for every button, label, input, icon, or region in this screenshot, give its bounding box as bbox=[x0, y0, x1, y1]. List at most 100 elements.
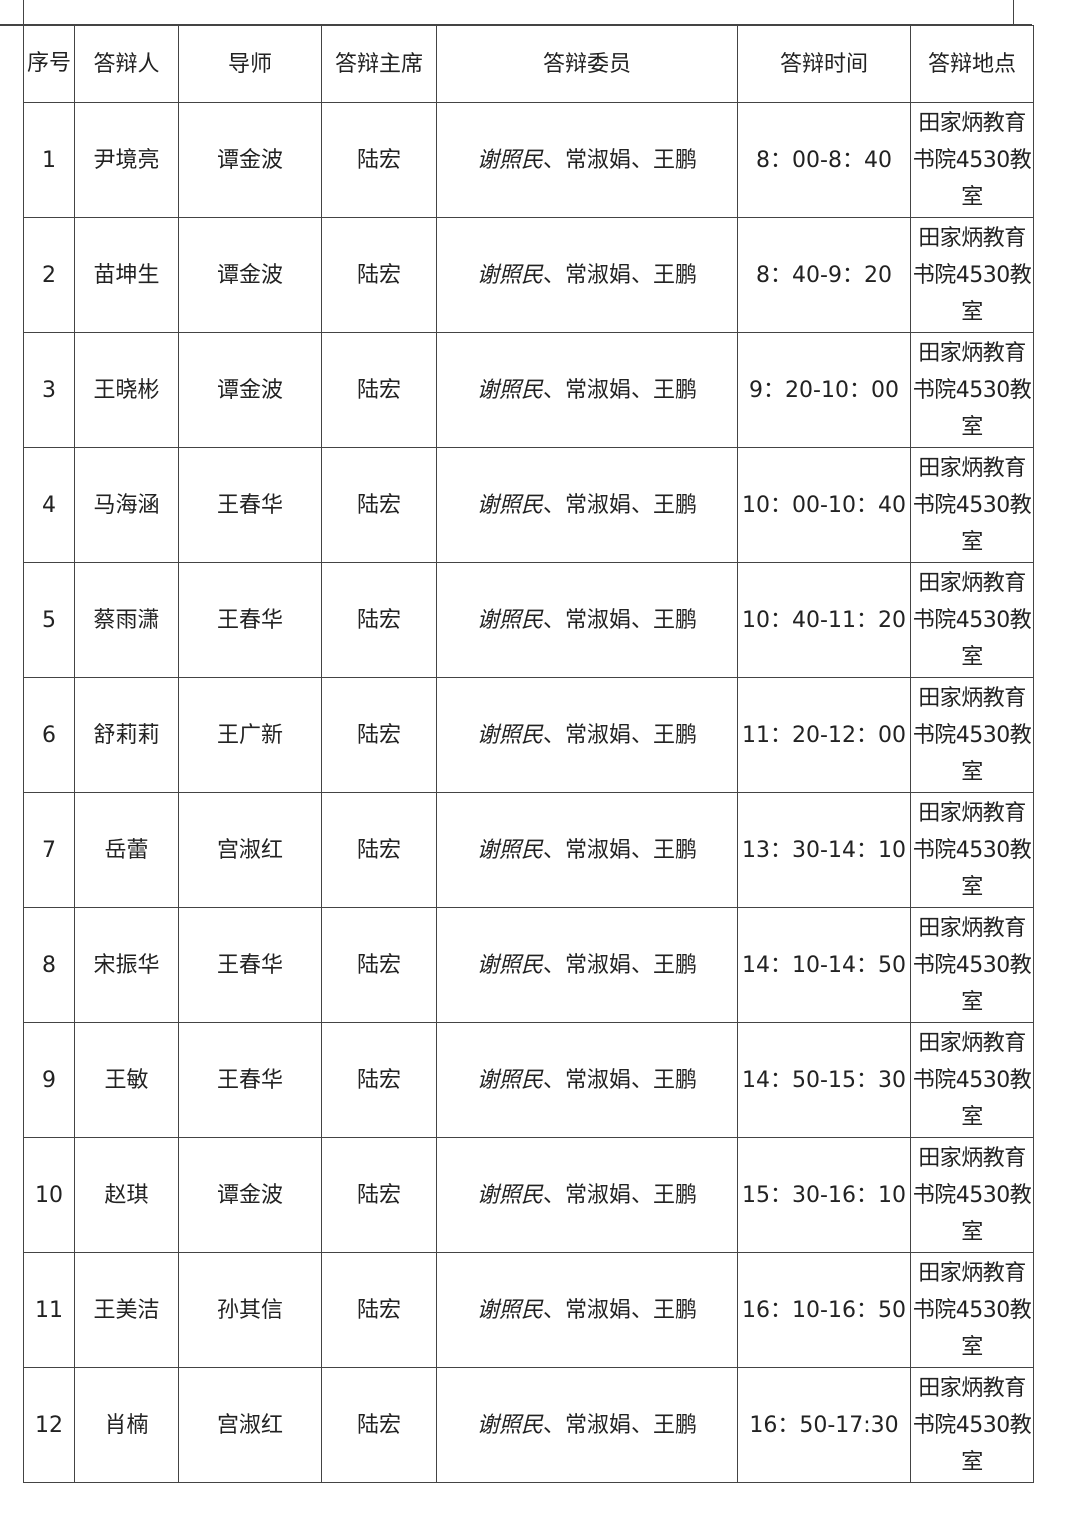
student-cell: 王美洁 bbox=[74, 1252, 179, 1368]
seq-cell: 12 bbox=[23, 1367, 75, 1483]
members-rest: 、常淑娟、王鹏 bbox=[543, 492, 698, 518]
member-first: 谢照民 bbox=[476, 262, 543, 288]
members-cell: 谢照民、常淑娟、王鹏 bbox=[436, 447, 738, 563]
seq-cell: 8 bbox=[23, 907, 75, 1023]
header-advisor: 导师 bbox=[178, 25, 322, 103]
seq-cell: 3 bbox=[23, 332, 75, 448]
chair-cell: 陆宏 bbox=[321, 1252, 437, 1368]
member-first: 谢照民 bbox=[476, 1067, 543, 1093]
members-rest: 、常淑娟、王鹏 bbox=[543, 1067, 698, 1093]
members-cell: 谢照民、常淑娟、王鹏 bbox=[436, 1367, 738, 1483]
member-first: 谢照民 bbox=[476, 837, 543, 863]
member-first: 谢照民 bbox=[476, 722, 543, 748]
student-cell: 苗坤生 bbox=[74, 217, 179, 333]
advisor-cell: 谭金波 bbox=[178, 217, 322, 333]
advisor-cell: 王广新 bbox=[178, 677, 322, 793]
chair-cell: 陆宏 bbox=[321, 792, 437, 908]
time-cell: 16：10-16：50 bbox=[737, 1252, 911, 1368]
student-cell: 王晓彬 bbox=[74, 332, 179, 448]
table-row: 8 宋振华 王春华 陆宏 谢照民、常淑娟、王鹏 14：10-14：50 田家炳教育书院453… bbox=[23, 907, 1034, 1023]
student-cell: 宋振华 bbox=[74, 907, 179, 1023]
chair-cell: 陆宏 bbox=[321, 1137, 437, 1253]
members-rest: 、常淑娟、王鹏 bbox=[543, 607, 698, 633]
time-cell: 13：30-14：10 bbox=[737, 792, 911, 908]
table-row: 1 尹境亮 谭金波 陆宏 谢照民、常淑娟、王鹏 8：00-8：40 田家炳教育书院4530教… bbox=[23, 102, 1034, 218]
time-cell: 10：40-11：20 bbox=[737, 562, 911, 678]
time-cell: 9：20-10：00 bbox=[737, 332, 911, 448]
header-location: 答辩地点 bbox=[910, 25, 1034, 103]
student-cell: 肖楠 bbox=[74, 1367, 179, 1483]
time-cell: 8：40-9：20 bbox=[737, 217, 911, 333]
student-cell: 蔡雨潇 bbox=[74, 562, 179, 678]
table-row: 6 舒莉莉 王广新 陆宏 谢照民、常淑娟、王鹏 11：20-12：00 田家炳教育书院453… bbox=[23, 677, 1034, 793]
location-cell: 田家炳教育书院4530教室 bbox=[910, 217, 1034, 333]
header-members: 答辩委员 bbox=[436, 25, 738, 103]
advisor-cell: 谭金波 bbox=[178, 1137, 322, 1253]
seq-cell: 7 bbox=[23, 792, 75, 908]
chair-cell: 陆宏 bbox=[321, 447, 437, 563]
members-cell: 谢照民、常淑娟、王鹏 bbox=[436, 1137, 738, 1253]
chair-cell: 陆宏 bbox=[321, 1022, 437, 1138]
members-cell: 谢照民、常淑娟、王鹏 bbox=[436, 677, 738, 793]
members-cell: 谢照民、常淑娟、王鹏 bbox=[436, 102, 738, 218]
chair-cell: 陆宏 bbox=[321, 907, 437, 1023]
seq-cell: 11 bbox=[23, 1252, 75, 1368]
chair-cell: 陆宏 bbox=[321, 677, 437, 793]
advisor-cell: 宫淑红 bbox=[178, 1367, 322, 1483]
members-rest: 、常淑娟、王鹏 bbox=[543, 1412, 698, 1438]
seq-cell: 6 bbox=[23, 677, 75, 793]
member-first: 谢照民 bbox=[476, 952, 543, 978]
members-rest: 、常淑娟、王鹏 bbox=[543, 1297, 698, 1323]
member-first: 谢照民 bbox=[476, 1182, 543, 1208]
advisor-cell: 宫淑红 bbox=[178, 792, 322, 908]
location-cell: 田家炳教育书院4530教室 bbox=[910, 1022, 1034, 1138]
location-cell: 田家炳教育书院4530教室 bbox=[910, 562, 1034, 678]
advisor-cell: 王春华 bbox=[178, 1022, 322, 1138]
header-row: 序号 答辩人 导师 答辩主席 答辩委员 答辩时间 答辩地点 bbox=[23, 25, 1034, 103]
time-cell: 15：30-16：10 bbox=[737, 1137, 911, 1253]
time-cell: 14：50-15：30 bbox=[737, 1022, 911, 1138]
time-cell: 11：20-12：00 bbox=[737, 677, 911, 793]
member-first: 谢照民 bbox=[476, 607, 543, 633]
chair-cell: 陆宏 bbox=[321, 102, 437, 218]
table-row: 10 赵琪 谭金波 陆宏 谢照民、常淑娟、王鹏 15：30-16：10 田家炳教育书院453… bbox=[23, 1137, 1034, 1253]
location-cell: 田家炳教育书院4530教室 bbox=[910, 1367, 1034, 1483]
member-first: 谢照民 bbox=[476, 377, 543, 403]
member-first: 谢照民 bbox=[476, 147, 543, 173]
location-cell: 田家炳教育书院4530教室 bbox=[910, 677, 1034, 793]
member-first: 谢照民 bbox=[476, 492, 543, 518]
advisor-cell: 孙其信 bbox=[178, 1252, 322, 1368]
members-cell: 谢照民、常淑娟、王鹏 bbox=[436, 792, 738, 908]
time-cell: 14：10-14：50 bbox=[737, 907, 911, 1023]
header-time: 答辩时间 bbox=[737, 25, 911, 103]
advisor-cell: 王春华 bbox=[178, 907, 322, 1023]
members-rest: 、常淑娟、王鹏 bbox=[543, 722, 698, 748]
seq-cell: 2 bbox=[23, 217, 75, 333]
header-seq: 序号 bbox=[23, 25, 75, 103]
location-cell: 田家炳教育书院4530教室 bbox=[910, 1137, 1034, 1253]
location-cell: 田家炳教育书院4530教室 bbox=[910, 1252, 1034, 1368]
table-row: 11 王美洁 孙其信 陆宏 谢照民、常淑娟、王鹏 16：10-16：50 田家炳教育书院45… bbox=[23, 1252, 1034, 1368]
seq-cell: 4 bbox=[23, 447, 75, 563]
members-cell: 谢照民、常淑娟、王鹏 bbox=[436, 907, 738, 1023]
member-first: 谢照民 bbox=[476, 1412, 543, 1438]
student-cell: 赵琪 bbox=[74, 1137, 179, 1253]
advisor-cell: 谭金波 bbox=[178, 102, 322, 218]
table-row: 2 苗坤生 谭金波 陆宏 谢照民、常淑娟、王鹏 8：40-9：20 田家炳教育书院4530教… bbox=[23, 217, 1034, 333]
chair-cell: 陆宏 bbox=[321, 1367, 437, 1483]
members-cell: 谢照民、常淑娟、王鹏 bbox=[436, 332, 738, 448]
members-rest: 、常淑娟、王鹏 bbox=[543, 147, 698, 173]
student-cell: 马海涵 bbox=[74, 447, 179, 563]
members-rest: 、常淑娟、王鹏 bbox=[543, 837, 698, 863]
seq-cell: 1 bbox=[23, 102, 75, 218]
members-cell: 谢照民、常淑娟、王鹏 bbox=[436, 562, 738, 678]
previous-table-border-right bbox=[1013, 0, 1014, 25]
time-cell: 16：50-17:30 bbox=[737, 1367, 911, 1483]
header-student: 答辩人 bbox=[74, 25, 179, 103]
chair-cell: 陆宏 bbox=[321, 562, 437, 678]
defense-schedule-table: 序号 答辩人 导师 答辩主席 答辩委员 答辩时间 答辩地点 1 尹境亮 谭金波 陆宏谢… bbox=[23, 25, 1034, 1483]
table-row: 5 蔡雨潇 王春华 陆宏 谢照民、常淑娟、王鹏 10：40-11：20 田家炳教育书院453… bbox=[23, 562, 1034, 678]
student-cell: 王敏 bbox=[74, 1022, 179, 1138]
seq-cell: 9 bbox=[23, 1022, 75, 1138]
chair-cell: 陆宏 bbox=[321, 332, 437, 448]
